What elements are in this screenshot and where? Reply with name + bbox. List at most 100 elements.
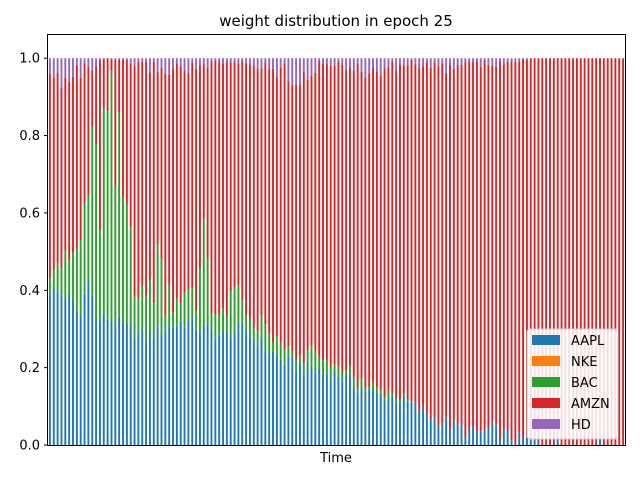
bar-segment-hd: [333, 58, 336, 66]
bar-segment-amzn: [318, 60, 321, 357]
bar-segment-hd: [479, 58, 482, 67]
bar-segment-hd: [179, 58, 182, 67]
bar-segment-aapl: [175, 325, 178, 445]
bar-segment-aapl: [72, 300, 74, 445]
bar-segment-amzn: [514, 61, 517, 444]
bar-segment-hd: [437, 58, 440, 67]
bar-segment-amzn: [568, 58, 571, 446]
bar-segment-hd: [87, 58, 90, 67]
bar-segment-hd: [91, 58, 94, 71]
bar-segment-hd: [429, 58, 432, 69]
bar-segment-bac: [233, 287, 236, 334]
bar-segment-bac: [118, 112, 121, 317]
bar-segment-bac: [125, 203, 128, 324]
bar-segment-aapl: [229, 339, 232, 445]
bar-segment-aapl: [372, 389, 374, 445]
bar-segment-bac: [237, 285, 240, 324]
bar-segment-aapl: [310, 369, 313, 445]
bar-segment-aapl: [106, 319, 109, 445]
bar-segment-amzn: [252, 65, 255, 328]
bar-segment-hd: [114, 58, 117, 60]
bar-segment-bac: [256, 331, 259, 348]
bar-segment-bac: [379, 389, 382, 394]
legend-swatch-amzn: [532, 398, 560, 408]
bar-segment-bac: [406, 399, 409, 402]
bar-segment-bac: [64, 250, 67, 300]
bar-segment-amzn: [298, 85, 301, 356]
bar-segment-bac: [152, 303, 155, 339]
bar-segment-amzn: [337, 61, 340, 367]
bar-segment-hd: [160, 58, 163, 68]
bar-segment-bac: [214, 314, 217, 341]
bar-segment-bac: [333, 364, 336, 372]
bar-segment-aapl: [287, 356, 290, 445]
bar-segment-hd: [245, 58, 248, 63]
bar-segment-hd: [306, 58, 309, 80]
bar-segment-amzn: [395, 70, 398, 399]
bar-segment-hd: [406, 58, 409, 66]
bar-segment-aapl: [345, 375, 348, 445]
bar-segment-aapl: [95, 319, 98, 445]
y-tick-label: 0.6: [19, 206, 40, 221]
bar-segment-aapl: [198, 331, 201, 445]
bar-segment-bac: [60, 268, 63, 296]
bar-segment-aapl: [360, 388, 363, 445]
bar-segment-amzn: [245, 62, 248, 316]
bar-segment-aapl: [452, 419, 455, 445]
bar-segment-bac: [168, 284, 171, 327]
bar-segment-aapl: [145, 340, 148, 445]
bar-segment-bac: [179, 303, 182, 322]
bar-segment-amzn: [164, 73, 167, 316]
bar-segment-amzn: [137, 61, 140, 300]
bar-segment-hd: [64, 58, 67, 79]
bar-segment-bac: [252, 327, 255, 339]
bar-segment-amzn: [391, 61, 394, 394]
bar-segment-amzn: [75, 64, 78, 250]
bar-segment-aapl: [329, 381, 332, 445]
bar-segment-amzn: [268, 69, 271, 335]
bar-segment-bac: [225, 315, 228, 332]
bar-segment-amzn: [352, 71, 355, 377]
bar-segment-bac: [172, 312, 174, 328]
bar-segment-aapl: [333, 371, 336, 445]
bar-segment-hd: [252, 58, 255, 66]
bar-segment-aapl: [195, 329, 198, 445]
bar-segment-amzn: [52, 77, 55, 270]
bar-segment-amzn: [429, 68, 432, 420]
bar-segment-hd: [337, 58, 340, 62]
bar-segment-hd: [345, 58, 348, 71]
bar-segment-hd: [275, 58, 278, 77]
bar-segment-amzn: [572, 58, 575, 446]
bar-segment-amzn: [606, 58, 609, 446]
bar-segment-bac: [337, 366, 340, 378]
bar-segment-aapl: [141, 328, 144, 445]
bar-segment-aapl: [599, 437, 601, 445]
bar-segment-aapl: [52, 288, 55, 445]
bar-segment-bac: [137, 299, 140, 332]
bar-segment-amzn: [579, 58, 582, 445]
bar-segment-hd: [145, 58, 148, 62]
bar-segment-bac: [133, 296, 136, 340]
bar-segment-amzn: [510, 61, 513, 441]
bar-segment-hd: [472, 58, 475, 62]
bar-segment-bac: [368, 386, 371, 389]
bar-segment-amzn: [549, 58, 551, 446]
bar-segment-amzn: [160, 67, 163, 259]
bar-segment-bac: [98, 230, 101, 322]
plot-frame: [47, 34, 626, 446]
bar-segment-hd: [233, 58, 236, 63]
bar-segment-amzn: [614, 58, 617, 446]
bar-segment-bac: [175, 298, 178, 326]
bar-segment-hd: [79, 58, 82, 78]
bar-segment-hd: [360, 58, 363, 72]
bar-segment-hd: [229, 58, 232, 63]
bar-segment-aapl: [64, 299, 67, 445]
bar-segment-bac: [72, 252, 74, 301]
bar-segment-bac: [302, 363, 305, 375]
bar-segment-bac: [352, 377, 355, 389]
bar-segment-bac: [402, 393, 405, 395]
bar-segment-bac: [329, 367, 332, 382]
bar-segment-amzn: [445, 72, 448, 417]
bar-segment-bac: [264, 324, 267, 351]
bar-segment-bac: [210, 313, 213, 330]
